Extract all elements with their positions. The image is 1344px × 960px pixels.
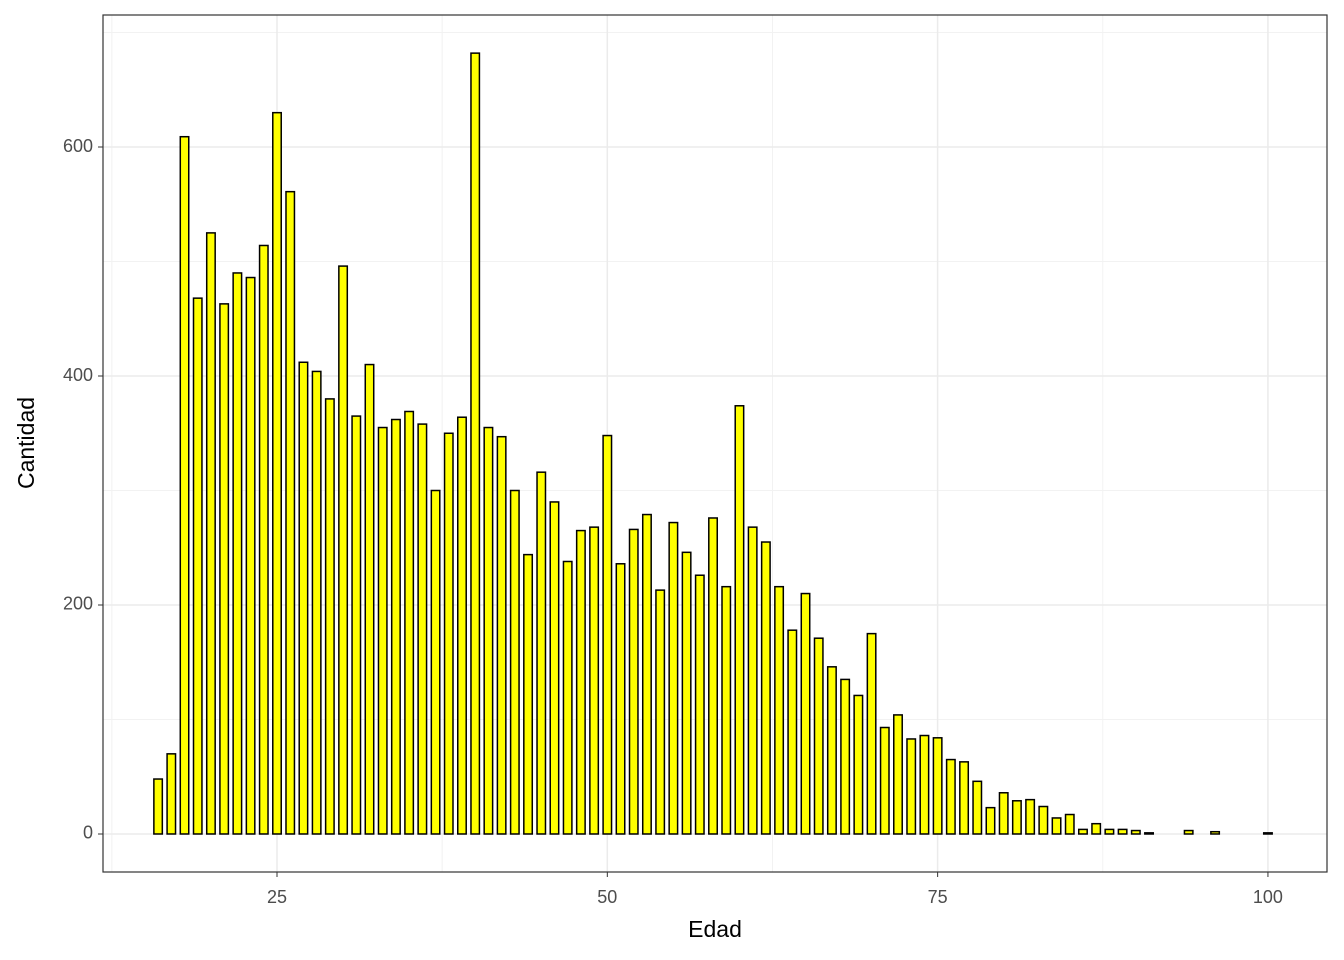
- x-tick-label: 50: [597, 887, 617, 907]
- bar: [153, 778, 164, 835]
- bar: [285, 190, 296, 835]
- y-tick-label: 600: [63, 136, 93, 156]
- bar: [1117, 828, 1128, 835]
- bar: [787, 629, 798, 835]
- bar: [1051, 817, 1062, 835]
- bar: [906, 738, 917, 835]
- bar: [774, 585, 785, 835]
- bar: [641, 513, 652, 835]
- bar: [311, 370, 322, 835]
- bar: [628, 528, 639, 835]
- bar: [179, 135, 190, 835]
- bar: [272, 111, 282, 835]
- bar: [760, 541, 771, 835]
- bar: [258, 244, 269, 835]
- bar: [549, 501, 560, 835]
- bar: [1091, 822, 1102, 835]
- bar: [338, 265, 349, 835]
- bar: [470, 52, 481, 835]
- bar: [536, 471, 547, 835]
- x-tick-label: 100: [1253, 887, 1283, 907]
- bar: [1144, 832, 1155, 835]
- bar: [1011, 800, 1022, 835]
- bar: [496, 435, 507, 835]
- bar: [813, 637, 824, 835]
- bar: [998, 792, 1009, 835]
- bar: [1077, 828, 1088, 835]
- bar: [404, 410, 415, 835]
- bar: [866, 632, 877, 835]
- bar: [945, 758, 956, 835]
- bar: [1025, 798, 1036, 835]
- bar: [205, 232, 216, 835]
- bar: [351, 415, 362, 835]
- bar: [602, 434, 613, 835]
- bar: [192, 297, 203, 835]
- bar: [708, 517, 718, 835]
- bar: [1262, 832, 1273, 835]
- bar: [298, 361, 309, 835]
- bar: [589, 526, 600, 835]
- bar: [826, 666, 837, 835]
- plot-border: [102, 14, 1328, 873]
- bar: [324, 398, 335, 835]
- bar: [232, 272, 243, 835]
- bar: [417, 423, 428, 835]
- bar: [1104, 828, 1115, 835]
- bar: [390, 418, 401, 835]
- bar: [972, 780, 983, 835]
- bar: [747, 526, 758, 835]
- y-tick-label: 0: [83, 823, 93, 843]
- bar: [721, 585, 732, 835]
- bar: [575, 529, 586, 835]
- x-axis-title: Edad: [688, 916, 742, 942]
- bar: [681, 551, 692, 835]
- bar: [166, 753, 177, 835]
- bar: [483, 426, 494, 835]
- bar: [734, 405, 745, 835]
- bar: [457, 416, 467, 835]
- bar: [562, 560, 573, 835]
- bar: [219, 303, 230, 835]
- bar: [932, 737, 943, 835]
- bar: [523, 553, 534, 835]
- bar: [364, 363, 375, 835]
- bar: [430, 489, 441, 835]
- bar: [694, 574, 705, 835]
- bar: [1210, 830, 1221, 835]
- y-tick-label: 400: [63, 365, 93, 385]
- bar: [655, 589, 666, 835]
- bar: [509, 489, 520, 835]
- bar: [879, 726, 890, 835]
- bar: [919, 734, 930, 835]
- y-tick-label: 200: [63, 594, 93, 614]
- bar: [377, 426, 388, 835]
- bar: [1038, 805, 1049, 835]
- bar: [443, 432, 454, 835]
- bar: [853, 694, 864, 835]
- x-tick-label: 75: [928, 887, 948, 907]
- bar: [893, 714, 903, 835]
- bar: [959, 761, 970, 835]
- bar: [615, 563, 626, 835]
- bar: [985, 806, 996, 835]
- bar: [800, 592, 811, 835]
- bar: [1064, 813, 1075, 835]
- bar: [245, 276, 256, 835]
- bar: [1130, 829, 1141, 835]
- bar: [668, 521, 679, 835]
- x-tick-label: 25: [267, 887, 287, 907]
- bar: [840, 678, 851, 835]
- bar: [1183, 829, 1194, 835]
- y-axis-title: Cantidad: [13, 397, 39, 489]
